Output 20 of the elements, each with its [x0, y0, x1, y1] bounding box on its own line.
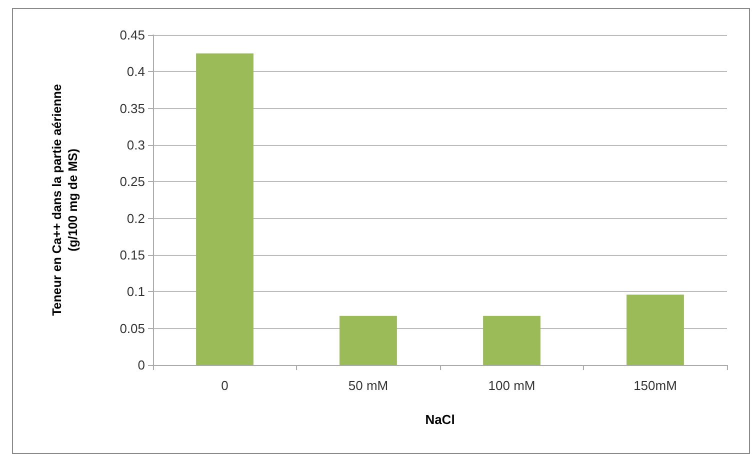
y-tick-label: 0.1	[126, 284, 145, 300]
y-tick-label: 0.45	[120, 28, 145, 42]
x-tick-label: 100 mM	[488, 378, 536, 393]
y-tick-label: 0.2	[126, 210, 145, 226]
x-tick-label: 0	[221, 378, 228, 393]
y-tick-label: 0.05	[120, 320, 145, 336]
x-tick-label: 150mM	[634, 378, 677, 393]
bar	[340, 316, 397, 365]
y-tick-label: 0.3	[126, 138, 145, 152]
bar	[196, 53, 254, 365]
bar	[483, 316, 540, 365]
x-axis-title: NaCl	[425, 412, 455, 427]
bar	[626, 294, 684, 365]
y-tick-label: 0.25	[120, 174, 145, 190]
y-tick-label: 0.4	[126, 64, 145, 80]
y-tick-label: 0.15	[120, 248, 145, 262]
x-tick-label: 50 mM	[348, 378, 388, 393]
y-tick-label: 0.35	[120, 100, 145, 116]
y-tick-label: 0	[138, 358, 145, 372]
y-axis-title: Teneur en Ca++ dans la partie aérienne (g/100 mg de MS)	[50, 84, 80, 316]
